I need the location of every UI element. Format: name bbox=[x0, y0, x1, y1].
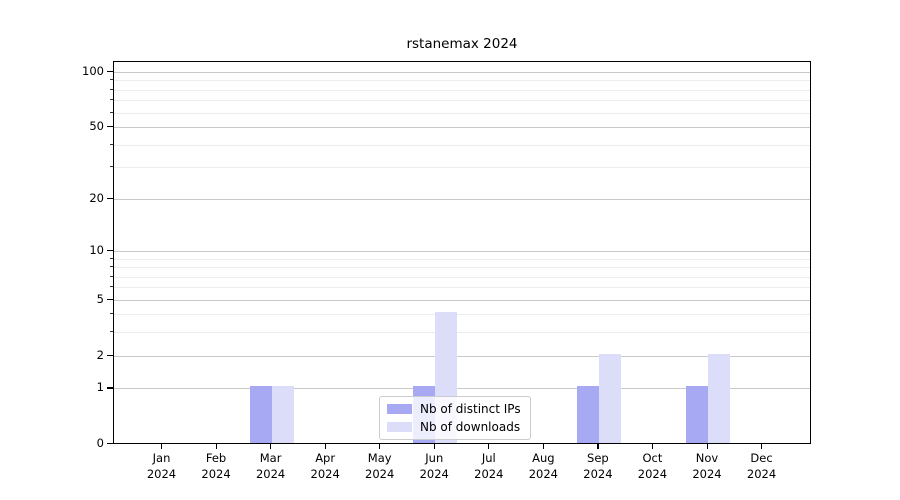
y-tick-major bbox=[107, 387, 113, 389]
y-tick-label: 10 bbox=[89, 242, 104, 257]
y-tick-major bbox=[107, 197, 113, 199]
legend-item-distinct-ips: Nb of distinct IPs bbox=[387, 402, 521, 416]
x-tick-label: Dec 2024 bbox=[746, 451, 777, 481]
y-gridline-major bbox=[114, 299, 810, 301]
y-gridline-minor bbox=[114, 332, 810, 334]
x-tick-label: Jul 2024 bbox=[474, 451, 504, 481]
y-tick-major bbox=[107, 443, 113, 445]
x-tick bbox=[761, 444, 763, 449]
y-gridline-minor bbox=[114, 112, 810, 114]
legend-swatch-downloads bbox=[387, 422, 412, 432]
y-tick-major bbox=[107, 298, 113, 300]
y-tick-label: 5 bbox=[96, 291, 104, 306]
y-gridline-minor bbox=[114, 144, 810, 146]
y-tick-label: 0 bbox=[96, 436, 104, 451]
x-tick bbox=[433, 444, 435, 449]
y-tick-minor bbox=[110, 99, 113, 101]
y-tick-label: 50 bbox=[89, 119, 104, 134]
plot-area: Nb of distinct IPs Nb of downloads bbox=[113, 61, 811, 444]
y-gridline-major bbox=[114, 250, 810, 252]
y-gridline-major bbox=[114, 198, 810, 200]
chart-title: rstanemax 2024 bbox=[406, 36, 518, 52]
y-gridline-minor bbox=[114, 314, 810, 316]
x-tick-label: Apr 2024 bbox=[310, 451, 340, 481]
y-tick-label: 100 bbox=[82, 63, 104, 78]
y-tick-minor bbox=[110, 257, 113, 259]
bar-downloads bbox=[708, 353, 730, 443]
x-tick bbox=[215, 444, 217, 449]
x-tick-label: Feb 2024 bbox=[201, 451, 231, 481]
y-tick-minor bbox=[110, 331, 113, 333]
y-gridline-minor bbox=[114, 89, 810, 91]
y-tick-minor bbox=[110, 313, 113, 315]
y-gridline-major bbox=[114, 71, 810, 73]
x-tick bbox=[542, 444, 545, 449]
y-gridline-major bbox=[114, 388, 810, 390]
y-tick-minor bbox=[110, 266, 113, 267]
x-tick-label: May 2024 bbox=[365, 451, 395, 481]
y-tick-label: 20 bbox=[89, 190, 104, 205]
legend: Nb of distinct IPs Nb of downloads bbox=[379, 396, 531, 440]
x-tick bbox=[488, 444, 490, 449]
x-tick-label: Sep 2024 bbox=[583, 451, 613, 481]
bar-downloads bbox=[598, 353, 621, 443]
x-tick-label: Aug 2024 bbox=[528, 451, 558, 481]
y-tick-label: 1 bbox=[96, 380, 104, 395]
legend-label-downloads: Nb of downloads bbox=[420, 420, 521, 434]
bar-distinct-ips bbox=[249, 386, 272, 443]
y-tick-major bbox=[107, 249, 113, 251]
x-tick bbox=[161, 444, 163, 449]
bar-distinct-ips bbox=[686, 386, 708, 443]
x-tick bbox=[379, 444, 381, 449]
x-tick-label: Jun 2024 bbox=[419, 451, 449, 481]
y-tick-minor bbox=[110, 79, 113, 81]
bar-downloads bbox=[271, 386, 294, 443]
y-tick-major bbox=[107, 354, 113, 356]
y-tick-minor bbox=[110, 286, 113, 288]
x-tick bbox=[651, 444, 654, 449]
x-tick bbox=[597, 444, 599, 449]
x-tick-label: Mar 2024 bbox=[255, 451, 286, 481]
x-tick-label: Oct 2024 bbox=[637, 451, 668, 481]
y-tick-minor bbox=[110, 166, 113, 168]
x-tick-label: Nov 2024 bbox=[692, 451, 722, 481]
legend-label-distinct-ips: Nb of distinct IPs bbox=[420, 402, 521, 416]
y-gridline-minor bbox=[114, 287, 810, 289]
y-gridline-major bbox=[114, 355, 810, 357]
legend-swatch-distinct-ips bbox=[387, 404, 412, 414]
x-tick bbox=[706, 444, 708, 449]
y-tick-label: 2 bbox=[96, 347, 104, 362]
y-tick-minor bbox=[110, 275, 113, 277]
y-gridline-minor bbox=[114, 276, 810, 278]
y-tick-major bbox=[107, 70, 113, 73]
y-gridline-minor bbox=[114, 258, 810, 260]
y-tick-minor bbox=[110, 143, 113, 145]
x-tick bbox=[324, 444, 326, 449]
y-tick-major bbox=[107, 126, 113, 128]
bar-distinct-ips bbox=[576, 386, 599, 443]
y-gridline-minor bbox=[114, 100, 810, 102]
y-tick-minor bbox=[110, 88, 113, 90]
x-tick-label: Jan 2024 bbox=[146, 451, 177, 481]
y-gridline-minor bbox=[114, 80, 810, 82]
y-gridline-minor bbox=[114, 167, 810, 169]
y-gridline-minor bbox=[114, 267, 810, 268]
legend-item-downloads: Nb of downloads bbox=[387, 420, 521, 434]
x-tick bbox=[270, 444, 272, 449]
y-gridline-major bbox=[114, 127, 810, 129]
y-tick-minor bbox=[110, 111, 113, 113]
